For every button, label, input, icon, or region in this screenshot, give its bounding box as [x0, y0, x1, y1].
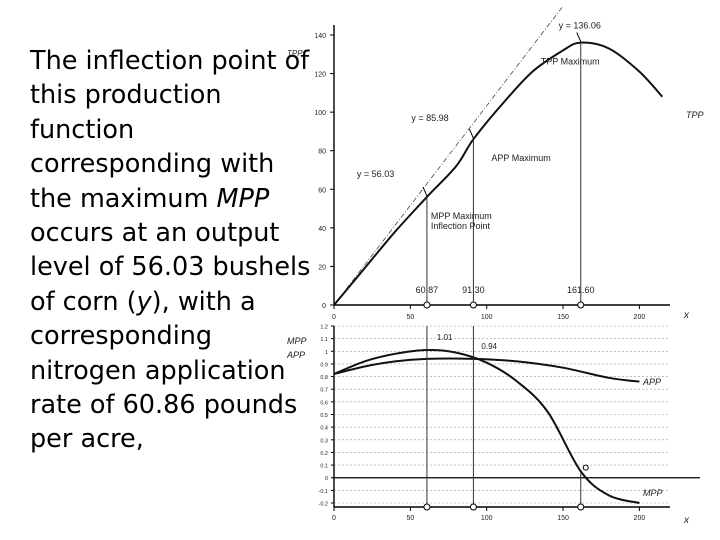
annotation-label: y = 56.03 [357, 169, 394, 179]
marker-point [577, 503, 585, 511]
text-line: function [30, 114, 135, 145]
y-tick-label: 0.6 [320, 400, 328, 406]
text-fragment: ), with a [151, 286, 256, 317]
x-axis-label: x [683, 515, 690, 526]
y-tick-label: 0 [322, 303, 326, 310]
annotation-arrow [576, 32, 582, 42]
marker-point [469, 301, 477, 309]
y-tick-label: 0.3 [320, 438, 328, 444]
annotation-label: Inflection Point [431, 221, 491, 231]
mpp-zero-marker [582, 464, 589, 471]
text-line: this production [30, 80, 222, 111]
text-line: corresponding [30, 321, 213, 352]
y-axis-label: TPP [287, 49, 303, 58]
y-tick-label: 0.4 [320, 426, 328, 432]
annotation-label: APP Maximum [491, 153, 550, 163]
y-tick-label: -0.2 [319, 502, 328, 508]
tangent-line [333, 5, 564, 306]
text-line: The inflection point of [30, 46, 310, 76]
x-tick-label: 200 [634, 314, 646, 321]
y-tick-label: 0.1 [320, 464, 328, 470]
marker-label: 60.87 [416, 285, 439, 295]
y-axis-label-app: APP [286, 350, 305, 360]
app-series-label: APP [642, 377, 661, 387]
y-tick-label: 60 [318, 187, 326, 194]
marker-point [577, 301, 585, 309]
marker-label: 161.60 [567, 285, 595, 295]
y-tick-label: 40 [318, 226, 326, 233]
annotation-label: y = 136.06 [559, 21, 601, 31]
x-tick-label: 150 [557, 515, 569, 522]
text-line: level of 56.03 bushels [30, 252, 311, 283]
marker-point [423, 503, 431, 511]
text-line: of corn (y), with a [30, 285, 315, 319]
y-tick-label: 1.1 [320, 337, 328, 343]
mpp-curve [333, 348, 640, 504]
y-italic: y [136, 286, 152, 317]
annotation-label: MPP Maximum [431, 211, 492, 221]
tpp-series-label: TPP [686, 110, 704, 120]
x-tick-label: 100 [481, 515, 493, 522]
text-line: corresponding with [30, 149, 275, 180]
y-tick-label: 0.8 [320, 375, 328, 381]
mpp-italic: MPP [216, 183, 270, 214]
marker-label: 91.30 [462, 285, 485, 295]
x-tick-label: 50 [406, 515, 414, 522]
y-tick-label: 20 [318, 264, 326, 271]
text-line: rate of 60.86 pounds [30, 390, 298, 421]
text-fragment: the maximum [30, 183, 217, 214]
annotation-label: 1.01 [437, 333, 453, 342]
annotation-arrow [468, 128, 474, 139]
annotation-arrow [422, 186, 428, 197]
mpp-series-label: MPP [643, 488, 663, 498]
y-tick-label: 1 [325, 350, 328, 356]
tpp-curve [333, 41, 664, 306]
y-tick-label: -0.1 [319, 489, 328, 495]
text-fragment: of corn ( [30, 286, 137, 317]
y-tick-label: 0.7 [320, 388, 328, 394]
slide-body-text: The inflection point of this production … [30, 44, 315, 457]
text-line: occurs at an output [30, 218, 280, 249]
y-tick-label: 0.9 [320, 362, 328, 368]
x-tick-label: 0 [332, 314, 336, 321]
x-axis-label: x [683, 310, 690, 321]
annotation-label: y = 85.98 [411, 113, 448, 123]
x-tick-label: 100 [481, 314, 493, 321]
y-tick-label: 0 [325, 476, 328, 482]
y-axis-label-mpp: MPP [287, 336, 307, 346]
y-tick-label: 1.2 [320, 325, 328, 331]
text-line: nitrogen application [30, 355, 286, 386]
y-tick-label: 100 [314, 110, 326, 117]
y-tick-label: 80 [318, 149, 326, 156]
marker-point [423, 301, 431, 309]
y-tick-label: 0.2 [320, 451, 328, 457]
y-tick-label: 120 [314, 72, 326, 79]
y-tick-label: 140 [314, 33, 326, 40]
annotation-label: 0.94 [481, 342, 497, 351]
text-line: per acre, [30, 424, 144, 455]
tpp-chart: 0 20 40 60 80 100 120 140 0 50 100 150 200 x TPP TPP 60.… [287, 5, 704, 321]
x-tick-label: 200 [634, 515, 646, 522]
marker-point [469, 503, 477, 511]
x-tick-label: 50 [406, 314, 414, 321]
x-tick-label: 150 [557, 314, 569, 321]
mpp-app-chart: -0.2 -0.1 0 0.1 0.2 0.3 0.4 0.5 0.6 0.7 0.8 0.9 1 1.1… [286, 325, 700, 526]
x-tick-label: 0 [332, 515, 336, 522]
y-tick-label: 0.5 [320, 413, 328, 419]
annotation-label: TPP Maximum [541, 57, 600, 67]
text-line: the maximum MPP [30, 182, 315, 216]
